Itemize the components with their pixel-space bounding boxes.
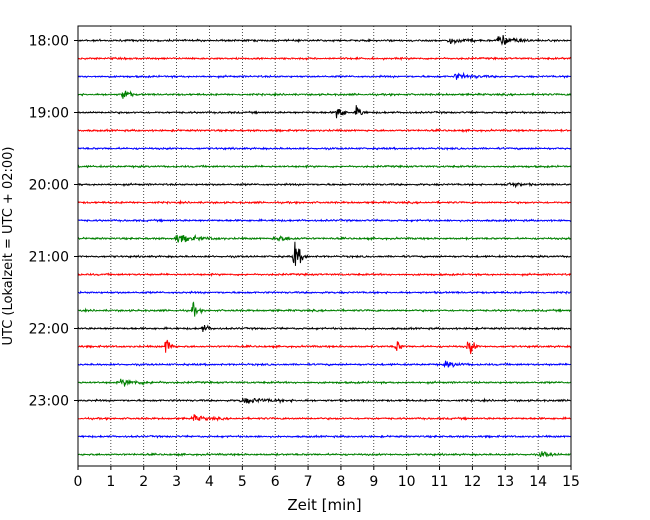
x-tick-label: 12 <box>463 474 481 490</box>
x-axis-ticks: 0 1 2 3 4 5 6 7 8 9 10 11 12 13 14 15 <box>74 466 580 490</box>
y-tick-label: 20:00 <box>29 178 69 194</box>
x-axis-label: Zeit [min] <box>287 496 361 514</box>
seismic-trace <box>77 434 572 439</box>
x-tick-label: 10 <box>398 474 416 490</box>
x-tick-label: 15 <box>562 474 580 490</box>
seismic-trace <box>77 233 572 243</box>
x-tick-label: 5 <box>238 474 247 490</box>
y-axis-label: UTC (Lokalzeit = UTC + 02:00) <box>1 147 16 346</box>
seismic-trace <box>77 272 572 278</box>
grid-lines <box>110 26 539 466</box>
x-tick-label: 13 <box>496 474 514 490</box>
x-tick-label: 9 <box>369 474 378 490</box>
seismic-trace <box>77 35 572 46</box>
x-tick-label: 3 <box>172 474 181 490</box>
seismic-trace <box>77 181 572 189</box>
seismic-trace <box>77 199 572 205</box>
y-tick-label: 22:00 <box>29 322 69 338</box>
y-tick-label: 23:00 <box>29 394 69 410</box>
x-tick-label: 7 <box>304 474 313 490</box>
y-tick-label: 18:00 <box>29 34 69 50</box>
y-axis-ticks: 18:00 19:00 20:00 21:00 22:00 23:00 <box>29 34 78 410</box>
seismic-trace <box>77 290 572 295</box>
plot-frame <box>77 25 572 467</box>
seismic-trace <box>77 105 572 119</box>
seismic-trace <box>77 218 572 223</box>
x-tick-label: 4 <box>205 474 214 490</box>
x-tick-label: 6 <box>271 474 280 490</box>
seismic-trace <box>77 451 572 458</box>
seismic-trace <box>77 71 572 80</box>
x-tick-label: 2 <box>139 474 148 490</box>
seismic-trace <box>77 146 572 151</box>
y-tick-label: 21:00 <box>29 250 69 266</box>
seismic-trace <box>77 324 572 333</box>
seismic-trace <box>77 397 572 405</box>
seismic-trace <box>77 55 572 61</box>
x-tick-label: 11 <box>431 474 449 490</box>
x-tick-label: 1 <box>106 474 115 490</box>
seismic-trace <box>77 378 572 387</box>
x-tick-label: 0 <box>74 474 83 490</box>
seismic-trace <box>77 301 572 317</box>
seismic-trace <box>77 414 572 422</box>
seismic-trace <box>77 128 572 134</box>
seismic-trace <box>77 339 572 355</box>
seismic-traces <box>77 35 572 458</box>
seismic-trace <box>77 360 572 369</box>
x-tick-label: 14 <box>529 474 547 490</box>
seismic-trace <box>77 164 572 169</box>
y-tick-label: 19:00 <box>29 106 69 122</box>
x-tick-label: 8 <box>336 474 345 490</box>
seismic-trace <box>77 241 572 266</box>
seismic-trace <box>77 90 572 99</box>
